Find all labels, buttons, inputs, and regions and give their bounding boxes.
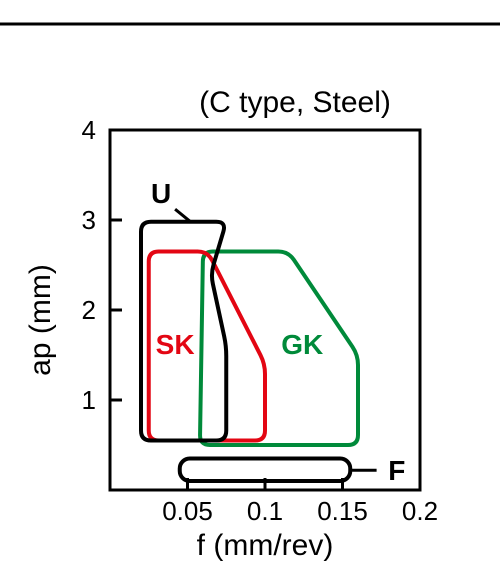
label-gk: GK xyxy=(281,329,323,360)
label-f: F xyxy=(388,455,405,486)
ytick-label: 1 xyxy=(82,385,96,415)
chart-canvas: 0.05 0.1 0.15 0.2 1 2 3 4 U SK GK F (C type, Steel) f… xyxy=(0,0,500,562)
ytick-label: 4 xyxy=(82,115,96,145)
label-u: U xyxy=(151,178,171,209)
ytick-label: 2 xyxy=(82,295,96,325)
xtick-label: 0.05 xyxy=(162,496,213,526)
ytick-label: 3 xyxy=(82,205,96,235)
label-sk: SK xyxy=(156,329,195,360)
chart-title: (C type, Steel) xyxy=(199,86,391,119)
xtick-label: 0.2 xyxy=(402,496,438,526)
region-f xyxy=(180,459,351,482)
y-axis-label: ap (mm) xyxy=(24,264,57,376)
x-axis-label: f (mm/rev) xyxy=(197,529,334,562)
xtick-label: 0.1 xyxy=(247,496,283,526)
xtick-label: 0.15 xyxy=(317,496,368,526)
